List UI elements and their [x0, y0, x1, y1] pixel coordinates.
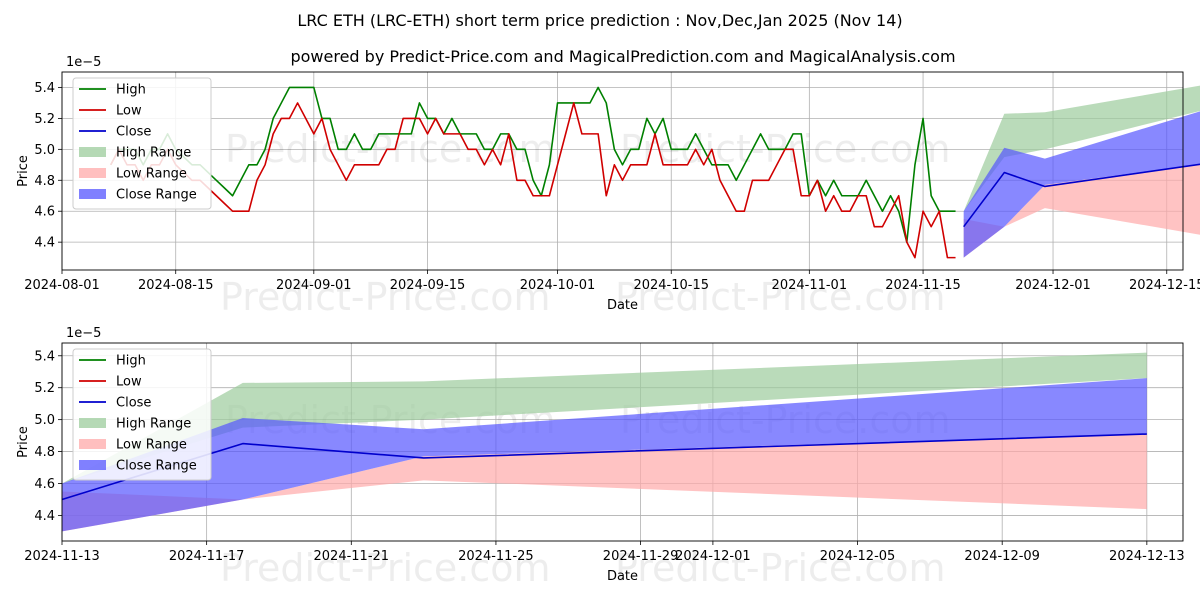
y-tick-label: 5.0: [34, 143, 55, 158]
x-tick-label: 2024-12-01: [1015, 278, 1091, 293]
low-line: [110, 102, 956, 259]
x-tick-label: 2024-11-13: [24, 549, 100, 564]
y-axis-label: Price: [16, 426, 31, 458]
x-tick-label: 2024-11-29: [603, 549, 679, 564]
legend-swatch-low-range: [79, 439, 106, 449]
x-tick-label: 2024-09-15: [390, 278, 466, 293]
axes-frame: [61, 342, 1184, 542]
legend-swatch-low-range: [79, 168, 106, 178]
legend-label-high: High: [116, 354, 146, 369]
watermark-text: Predict-Price.com: [615, 546, 946, 590]
y-tick-label: 4.8: [34, 174, 55, 189]
y-tick-label: 4.6: [34, 205, 55, 220]
low-range-band: [62, 434, 1147, 532]
close-range-band: [62, 378, 1147, 532]
y-scale-offset: 1e−5: [66, 326, 101, 341]
watermark-text: Predict-Price.com: [615, 275, 946, 319]
price-history-chart: 2024-08-01 2024-08-15 2024-09-01 2024-09-15…: [16, 55, 1200, 319]
legend-label-low-range: Low Range: [116, 438, 187, 453]
x-tick-label: 2024-11-21: [314, 549, 390, 564]
close-line: [963, 163, 1200, 228]
watermark-text: Predict-Price.com: [220, 546, 551, 590]
legend-label-high-range: High Range: [116, 417, 191, 432]
x-tick-label: 2024-12-09: [964, 549, 1040, 564]
chart-title: LRC ETH (LRC-ETH) short term price predi…: [297, 11, 902, 30]
y-scale-offset: 1e−5: [66, 55, 101, 70]
x-tick-label: 2024-10-01: [520, 278, 596, 293]
legend-label-close: Close: [116, 125, 151, 140]
legend-label-low: Low: [116, 375, 142, 390]
x-tick-label: 2024-11-17: [169, 549, 245, 564]
chart-subtitle: powered by Predict-Price.com and Magical…: [290, 47, 955, 66]
legend-swatch-close-range: [79, 189, 106, 199]
y-tick-label: 4.8: [34, 445, 55, 460]
x-tick-label: 2024-12-05: [820, 549, 896, 564]
legend-label-close-range: Close Range: [116, 459, 197, 474]
y-axis-label: Price: [16, 155, 31, 187]
high-range-band: [963, 85, 1200, 212]
high-range-band: [62, 352, 1147, 484]
y-tick-label: 5.2: [34, 112, 55, 127]
x-tick-label: 2024-08-15: [138, 278, 214, 293]
y-tick-label: 5.4: [34, 349, 55, 364]
x-tick-label: 2024-11-01: [772, 278, 848, 293]
y-tick-label: 5.4: [34, 81, 55, 96]
y-tick-label: 5.2: [34, 381, 55, 396]
x-tick-label: 2024-12-13: [1109, 549, 1185, 564]
legend-swatch-close-range: [79, 460, 106, 470]
legend-box: [72, 348, 212, 481]
axes-frame: [61, 71, 1184, 271]
y-tick-label: 4.4: [34, 236, 55, 251]
legend-label-high: High: [116, 83, 146, 98]
legend-box: [72, 77, 212, 210]
close-range-band: [963, 111, 1200, 258]
x-tick-label: 2024-08-01: [24, 278, 100, 293]
legend-label-close-range: Close Range: [116, 188, 197, 203]
x-tick-label: 2024-11-15: [885, 278, 961, 293]
x-axis-label: Date: [607, 569, 638, 584]
y-tick-label: 4.4: [34, 509, 55, 524]
x-tick-label: 2024-11-25: [458, 549, 534, 564]
y-tick-label: 4.6: [34, 477, 55, 492]
low-range-band: [963, 164, 1200, 258]
legend-label-low-range: Low Range: [116, 167, 187, 182]
legend-swatch-high-range: [79, 147, 106, 157]
legend-label-close: Close: [116, 396, 151, 411]
legend-label-low: Low: [116, 104, 142, 119]
legend-label-high-range: High Range: [116, 146, 191, 161]
y-tick-label: 5.0: [34, 413, 55, 428]
x-tick-label: 2024-12-15: [1129, 278, 1200, 293]
legend-swatch-high-range: [79, 418, 106, 428]
prediction-zoom-chart: 2024-11-13 2024-11-17 2024-11-21 2024-11-25…: [16, 326, 1185, 590]
watermark-text: Predict-Price.com: [220, 275, 551, 319]
x-tick-label: 2024-12-01: [675, 549, 751, 564]
x-axis-label: Date: [607, 298, 638, 313]
x-tick-label: 2024-10-15: [633, 278, 709, 293]
x-tick-label: 2024-09-01: [276, 278, 352, 293]
